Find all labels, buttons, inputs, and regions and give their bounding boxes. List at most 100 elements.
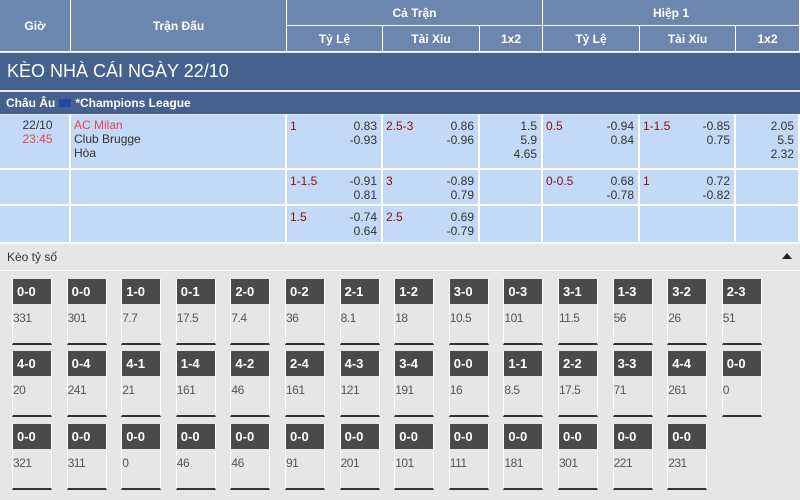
score-tile[interactable]: 3-0 10.5 — [448, 279, 489, 345]
score-tile[interactable]: 0-1 17.5 — [175, 279, 216, 345]
score-tile[interactable]: 4-1 21 — [121, 351, 162, 417]
h1-over-under-cell[interactable] — [640, 206, 736, 244]
score-odds: 331 — [13, 311, 32, 325]
score-label: 0-0 — [13, 424, 51, 449]
score-tile[interactable]: 1-2 18 — [394, 279, 435, 345]
score-tile[interactable]: 2-3 51 — [721, 279, 762, 345]
handicap-odds-2: 0.64 — [353, 224, 377, 238]
score-tile[interactable]: 0-0 0 — [721, 351, 762, 417]
score-tile[interactable]: 0-0 301 — [66, 279, 107, 345]
score-tile[interactable]: 2-1 8.1 — [339, 279, 380, 345]
score-label: 1-0 — [122, 279, 161, 304]
handicap-cell[interactable]: 1.5 -0.74 0.64 — [287, 206, 383, 244]
score-tile[interactable]: 0-0 201 — [339, 424, 380, 490]
collapse-arrow-icon[interactable] — [782, 253, 792, 259]
away-team: Club Brugge — [74, 132, 141, 146]
over-under-odds-1: 0.69 — [450, 210, 474, 224]
score-label: 2-4 — [286, 351, 324, 376]
col-header-h1-handicap: Tỷ Lệ — [543, 26, 640, 52]
handicap-cell[interactable]: 1 0.83 -0.93 — [287, 115, 383, 170]
score-tile[interactable]: 1-3 56 — [612, 279, 653, 345]
over-under-cell[interactable]: 2.5-3 0.86 -0.96 — [383, 115, 480, 170]
match-cell — [71, 206, 287, 244]
score-tile[interactable]: 4-3 121 — [339, 351, 380, 417]
h1-handicap-cell[interactable]: 0.5 -0.94 0.84 — [543, 115, 640, 170]
h1-handicap-odds-1: -0.94 — [606, 119, 634, 133]
score-tile[interactable]: 3-2 26 — [667, 279, 708, 345]
h1-x12-draw: 2.32 — [770, 147, 794, 161]
score-tile[interactable]: 0-0 0 — [121, 424, 162, 490]
time-cell — [0, 170, 71, 206]
h1-x12-cell[interactable] — [736, 170, 800, 206]
x12-draw: 4.65 — [513, 147, 537, 161]
score-label: 3-4 — [395, 351, 434, 376]
score-tile[interactable]: 0-2 36 — [285, 279, 325, 345]
score-tile[interactable]: 3-3 71 — [612, 351, 653, 417]
over-under-line: 3 — [386, 174, 393, 188]
score-odds: 36 — [286, 311, 299, 325]
score-odds: 56 — [613, 311, 627, 325]
score-tile[interactable]: 0-3 101 — [503, 279, 544, 345]
score-tile[interactable]: 0-0 331 — [12, 279, 52, 345]
col-header-over-under: Tài Xỉu — [383, 26, 480, 52]
score-tile[interactable]: 3-4 191 — [394, 351, 435, 417]
x12-cell[interactable]: 1.5 5.9 4.65 — [480, 115, 543, 170]
x12-cell[interactable] — [480, 170, 543, 206]
x12-cell[interactable] — [480, 206, 543, 244]
score-label: 4-3 — [340, 351, 379, 376]
score-tile[interactable]: 0-4 241 — [66, 351, 107, 417]
score-label: 2-2 — [559, 351, 597, 376]
score-tile[interactable]: 0-0 111 — [448, 424, 489, 490]
score-tile[interactable]: 0-0 221 — [612, 424, 653, 490]
h1-x12-cell[interactable]: 2.05 5.5 2.32 — [736, 115, 800, 170]
h1-handicap-odds-2: 0.84 — [610, 133, 634, 147]
score-tile[interactable]: 0-0 46 — [175, 424, 216, 490]
score-label: 0-0 — [122, 424, 161, 449]
score-odds: 311 — [67, 456, 86, 470]
col-header-time: Giờ — [0, 0, 71, 52]
score-odds: 46 — [231, 456, 244, 470]
score-odds: 7.4 — [231, 311, 247, 325]
h1-x12-cell[interactable] — [736, 206, 800, 244]
eu-flag-icon — [59, 99, 72, 107]
score-tile[interactable]: 1-1 8.5 — [503, 351, 544, 417]
score-tile[interactable]: 0-0 101 — [394, 424, 435, 490]
score-tile[interactable]: 2-2 17.5 — [558, 351, 598, 417]
score-tile[interactable]: 0-0 181 — [503, 424, 544, 490]
h1-over-under-cell[interactable]: 1-1.5 -0.85 0.75 — [640, 115, 736, 170]
score-tile[interactable]: 0-0 301 — [558, 424, 598, 490]
score-tile[interactable]: 2-0 7.4 — [230, 279, 271, 345]
score-tile[interactable]: 4-4 261 — [667, 351, 708, 417]
score-label: 0-0 — [286, 424, 324, 449]
score-tile[interactable]: 0-0 91 — [285, 424, 325, 490]
score-label: 0-0 — [13, 279, 51, 304]
h1-over-under-odds-1: 0.72 — [706, 174, 730, 188]
score-label: 3-0 — [449, 279, 488, 304]
handicap-odds-1: 0.83 — [353, 119, 377, 133]
score-tile[interactable]: 1-0 7.7 — [121, 279, 162, 345]
score-tile[interactable]: 0-0 231 — [667, 424, 708, 490]
score-label: 4-1 — [122, 351, 161, 376]
score-label: 0-0 — [67, 279, 106, 304]
score-tile[interactable]: 4-2 46 — [230, 351, 271, 417]
score-tile[interactable]: 0-0 46 — [230, 424, 271, 490]
score-tile[interactable]: 2-4 161 — [285, 351, 325, 417]
score-tile[interactable]: 0-0 321 — [12, 424, 52, 490]
over-under-cell[interactable]: 2.5 0.69 -0.79 — [383, 206, 480, 244]
score-label: 0-0 — [67, 424, 106, 449]
score-tile[interactable]: 0-0 16 — [448, 351, 489, 417]
league-row[interactable]: Châu Âu *Champions League — [0, 92, 800, 114]
h1-over-under-cell[interactable]: 1 0.72 -0.82 — [640, 170, 736, 206]
score-tile[interactable]: 3-1 11.5 — [558, 279, 598, 345]
score-tile[interactable]: 1-4 161 — [175, 351, 216, 417]
correct-score-header[interactable]: Kèo tỷ số — [0, 243, 800, 271]
over-under-cell[interactable]: 3 -0.89 0.79 — [383, 170, 480, 206]
h1-handicap-cell[interactable] — [543, 206, 640, 244]
h1-handicap-cell[interactable]: 0-0.5 0.68 -0.78 — [543, 170, 640, 206]
score-odds: 8.1 — [340, 311, 357, 325]
score-label: 0-0 — [504, 424, 543, 449]
score-tile[interactable]: 4-0 20 — [12, 351, 52, 417]
handicap-cell[interactable]: 1-1.5 -0.91 0.81 — [287, 170, 383, 206]
draw-label: Hòa — [74, 146, 97, 160]
score-tile[interactable]: 0-0 311 — [66, 424, 107, 490]
